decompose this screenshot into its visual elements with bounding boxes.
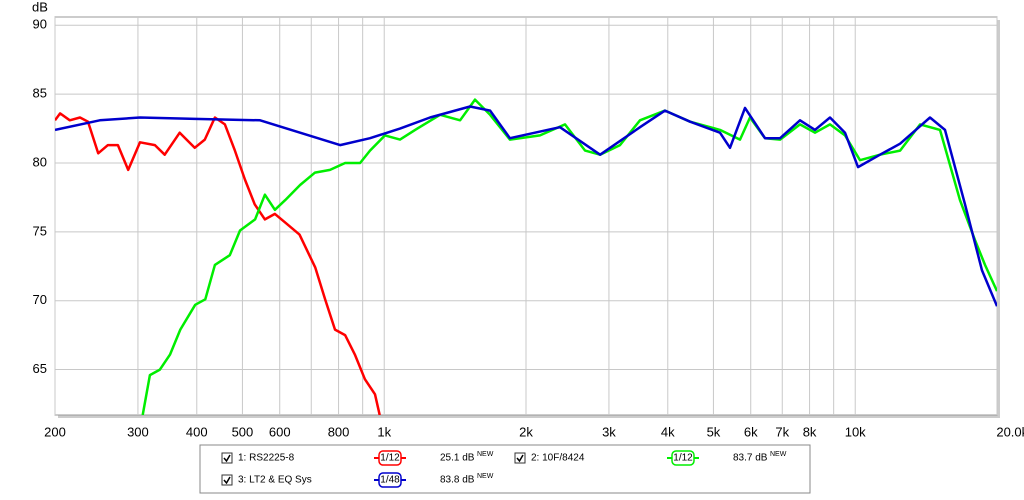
legend-checkbox[interactable] bbox=[221, 474, 233, 486]
y-tick-label: 80 bbox=[33, 154, 47, 169]
legend-level-tag: NEW bbox=[770, 451, 787, 458]
legend-label: 3: LT2 & EQ Sys bbox=[238, 475, 312, 486]
x-tick-label: 7k bbox=[775, 424, 789, 439]
series-line bbox=[55, 105, 997, 307]
y-axis-label: dB bbox=[32, 0, 48, 14]
smoothing-button[interactable] bbox=[378, 450, 402, 466]
legend-label: 2: 10F/8424 bbox=[531, 453, 585, 464]
y-tick-label: 90 bbox=[33, 17, 47, 32]
legend-check bbox=[516, 454, 524, 463]
smoothing-button[interactable] bbox=[378, 472, 402, 488]
x-tick-label: 6k bbox=[744, 424, 758, 439]
x-tick-label: 800 bbox=[328, 424, 350, 439]
legend-level-tag: NEW bbox=[477, 473, 494, 480]
x-tick-label: 1k bbox=[377, 424, 391, 439]
smoothing-label: 1/12 bbox=[380, 453, 400, 464]
legend-label: 1: RS2225-8 bbox=[238, 453, 295, 464]
lines bbox=[55, 98, 997, 415]
legend-level: 83.8 dB bbox=[440, 475, 475, 486]
x-tick-label: 500 bbox=[232, 424, 254, 439]
y-tick-label: 75 bbox=[33, 223, 47, 238]
legend-level-tag: NEW bbox=[477, 451, 494, 458]
legend-checkbox[interactable] bbox=[514, 452, 526, 464]
smoothing-label: 1/48 bbox=[380, 475, 400, 486]
grid bbox=[54, 17, 998, 415]
x-tick-label: 300 bbox=[127, 424, 149, 439]
y-tick-label: 85 bbox=[33, 86, 47, 101]
x-tick-label: 2k bbox=[519, 424, 533, 439]
x-tick-label: 3k bbox=[602, 424, 616, 439]
legend-level: 83.7 dB bbox=[733, 453, 768, 464]
x-tick-label: 5k bbox=[707, 424, 721, 439]
smoothing-button[interactable] bbox=[671, 450, 695, 466]
y-tick-label: 70 bbox=[33, 292, 47, 307]
x-tick-label: 4k bbox=[661, 424, 675, 439]
y-tick-label: 65 bbox=[33, 361, 47, 376]
x-tick-label: 20.0k Hz bbox=[996, 424, 1024, 439]
x-tick-label: 200 bbox=[44, 424, 66, 439]
x-tick-label: 400 bbox=[186, 424, 208, 439]
legend bbox=[199, 444, 811, 494]
legend-check bbox=[223, 476, 231, 485]
x-tick-label: 600 bbox=[269, 424, 291, 439]
series-line bbox=[55, 112, 381, 415]
x-tick-label: 8k bbox=[803, 424, 817, 439]
legend-check bbox=[223, 454, 231, 463]
x-tick-label: 10k bbox=[845, 424, 866, 439]
smoothing-label: 1/12 bbox=[673, 453, 693, 464]
legend-checkbox[interactable] bbox=[221, 452, 233, 464]
legend-level: 25.1 dB bbox=[440, 453, 475, 464]
